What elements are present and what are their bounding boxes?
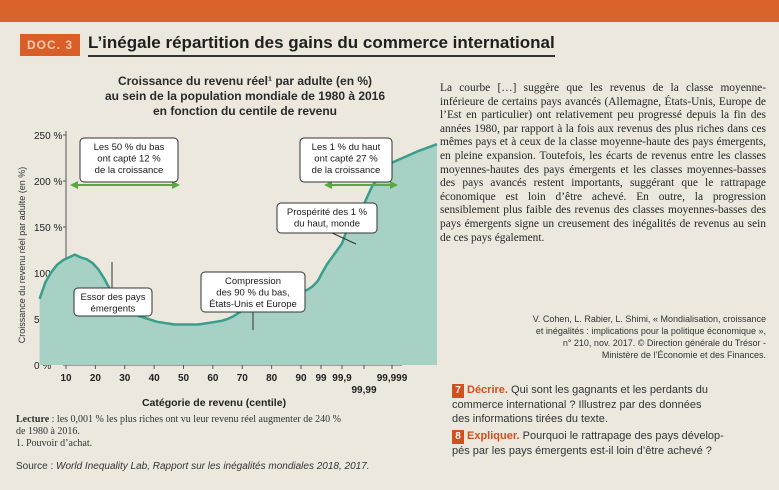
question-7-number: 7 <box>452 384 464 398</box>
annotation-prosperity-top-1-text: Prospérité des 1 % <box>287 207 368 218</box>
annotation-compression-text: des 90 % du bas, <box>216 288 289 299</box>
question-7-line-3: des informations tirées du texte. <box>452 413 608 425</box>
citation-line-3: n° 210, nov. 2017. © Direction générale … <box>562 338 766 348</box>
annotation-compression-text: Compression <box>225 276 281 287</box>
bottom-50-arrow-head-right <box>172 181 180 189</box>
x-tick-label: 99,99 <box>351 385 376 396</box>
lecture-line-1: : les 0,001 % les plus riches ont vu leu… <box>49 414 342 425</box>
y-axis-title: Croissance du revenu réel par adulte (en… <box>17 167 27 344</box>
lecture-line-2: de 1980 à 2016. <box>16 426 80 437</box>
x-tick-label: 99,999 <box>377 373 408 384</box>
chart-source: Source : World Inequality Lab, Rapport s… <box>16 461 370 472</box>
source-text: World Inequality Lab, Rapport sur les in… <box>56 461 370 472</box>
document-tag: DOC. 3 <box>20 34 81 56</box>
x-tick-label: 99 <box>315 373 327 384</box>
question-8-line-2: pés par les pays émergents est-il loin d… <box>452 445 712 457</box>
question-8-keyword: Expliquer. <box>467 430 520 442</box>
annotation-emerging-countries-text: Essor des pays <box>81 292 146 303</box>
source-citation: V. Cohen, L. Rabier, L. Shimi, « Mondial… <box>436 313 766 361</box>
question-7: 7 Décrire. Qui sont les gagnants et les p… <box>452 383 708 426</box>
question-8: 8 Expliquer. Pourquoi le rattrapage des p… <box>452 429 724 458</box>
x-tick-label: 80 <box>266 373 278 384</box>
x-tick-label: 40 <box>149 373 161 384</box>
x-tick-label: 20 <box>90 373 102 384</box>
annotation-top-1-text: de la croissance <box>312 165 381 176</box>
annotation-prosperity-top-1-text: du haut, monde <box>294 219 360 230</box>
annotation-top-1-box <box>299 137 393 183</box>
annotation-bottom-50-text: de la croissance <box>95 165 164 176</box>
footnote: 1. Pouvoir d’achat. <box>16 438 93 449</box>
y-tick-label: 0 % <box>34 361 51 372</box>
question-8-number: 8 <box>452 430 464 444</box>
y-tick-label: 100 % <box>34 269 62 280</box>
question-8-line-1: Pourquoi le rattrapage des pays dévelop- <box>519 430 724 442</box>
chart-title-line-2: au sein de la population mondiale de 198… <box>104 89 386 103</box>
top-1-arrow-head-right <box>390 181 398 189</box>
citation-line-4: Ministère de l’Économie et des Finances. <box>601 350 766 360</box>
annotation-prosperity-top-1-box <box>276 202 378 234</box>
top-color-band <box>0 0 779 24</box>
y-tick-label: 150 % <box>34 223 62 234</box>
x-tick-label: 60 <box>207 373 219 384</box>
explanatory-paragraph: La courbe […] suggère que les revenus de… <box>440 82 766 244</box>
annotation-compression-text: États-Unis et Europe <box>209 299 297 310</box>
x-tick-label: 10 <box>60 373 72 384</box>
annotation-bottom-50-box <box>79 137 179 183</box>
x-tick-label: 99,9 <box>332 373 352 384</box>
x-tick-label: 50 <box>178 373 190 384</box>
x-tick-label: 70 <box>237 373 249 384</box>
chart-title-line-1: Croissance du revenu réel¹ par adulte (e… <box>117 74 373 88</box>
annotation-bottom-50-text: ont capté 12 % <box>97 154 161 165</box>
question-7-line-2: commerce international ? Illustrez par d… <box>452 399 702 411</box>
lecture-label: Lecture <box>16 414 50 425</box>
chart-title-line-3: en fonction du centile de revenu <box>152 104 338 118</box>
annotation-emerging-countries-text: émergents <box>91 304 136 315</box>
growth-curve-line <box>38 143 438 326</box>
document-title: L’inégale répartition des gains du comme… <box>88 33 555 57</box>
top-1-arrow-head-left <box>324 181 332 189</box>
question-7-line-1: Qui sont les gagnants et les perdants du <box>507 384 708 396</box>
x-tick-label: 30 <box>119 373 131 384</box>
annotation-top-1-text: Les 1 % du haut <box>312 142 381 153</box>
y-tick-label: 200 % <box>34 177 62 188</box>
bottom-50-arrow-head-left <box>70 181 78 189</box>
x-axis-title: Catégorie de revenu (centile) <box>142 397 286 409</box>
chart-notes: Lecture : les 0,001 % les plus riches on… <box>16 414 416 450</box>
annotation-bottom-50-text: Les 50 % du bas <box>94 142 165 153</box>
annotation-top-1-text: ont capté 27 % <box>314 154 378 165</box>
document-header: DOC. 3 L’inégale répartition des gains d… <box>20 33 555 57</box>
question-7-keyword: Décrire. <box>467 384 508 396</box>
y-tick-label: 250 % <box>34 131 62 142</box>
citation-line-1: V. Cohen, L. Rabier, L. Shimi, « Mondial… <box>532 314 766 324</box>
source-label: Source : <box>16 461 57 472</box>
prosperity-leader-line <box>329 231 357 245</box>
citation-line-2: et inégalités : implications pour la pol… <box>535 326 766 336</box>
growth-area <box>39 144 437 365</box>
x-tick-label: 90 <box>295 373 307 384</box>
annotation-compression-box <box>200 271 306 313</box>
chart-title: Croissance du revenu réel¹ par adulte (e… <box>40 74 450 119</box>
annotation-emerging-countries-box <box>73 287 153 317</box>
